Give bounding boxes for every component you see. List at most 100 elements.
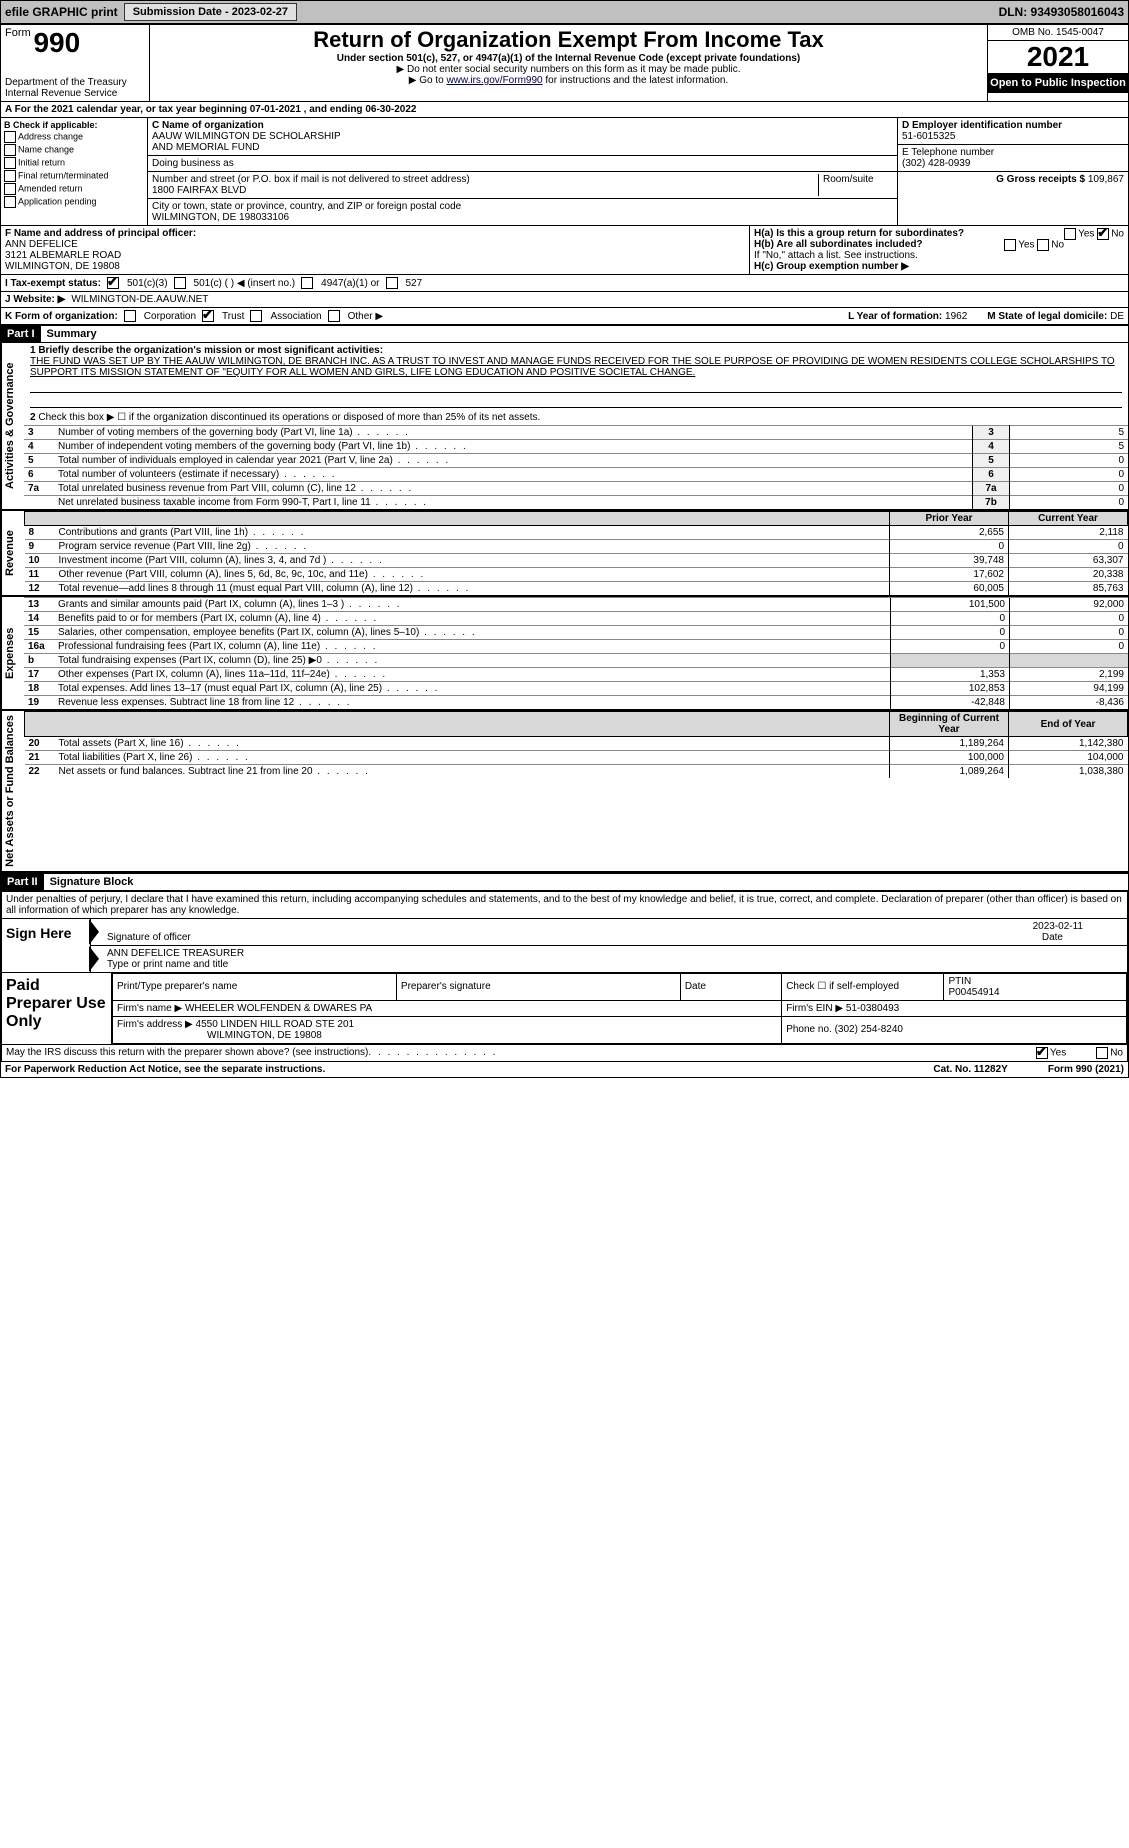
hc-label: H(c) Group exemption number ▶: [754, 261, 1124, 272]
goto-post: for instructions and the latest informat…: [545, 75, 728, 86]
hb-label: H(b) Are all subordinates included?: [754, 239, 923, 250]
perjury-declaration: Under penalties of perjury, I declare th…: [2, 892, 1127, 918]
header-center: Return of Organization Exempt From Incom…: [150, 25, 987, 101]
ein-value: 51-6015325: [902, 131, 955, 142]
pra-notice: For Paperwork Reduction Act Notice, see …: [5, 1064, 325, 1075]
top-bar: efile GRAPHIC print Submission Date - 20…: [0, 0, 1129, 24]
cb-amended[interactable]: [4, 183, 16, 195]
prep-sig-label: Preparer's signature: [396, 973, 680, 1000]
cb-501c3[interactable]: [107, 277, 119, 289]
cb-initial-return[interactable]: [4, 157, 16, 169]
irs-label: Internal Revenue Service: [5, 88, 145, 99]
firm-addr2: WILMINGTON, DE 19808: [117, 1030, 322, 1041]
phone-value: (302) 428-0939: [902, 158, 970, 169]
b-label: B Check if applicable:: [4, 120, 144, 130]
org-name-1: AAUW WILMINGTON DE SCHOLARSHIP: [152, 131, 341, 142]
officer-addr1: 3121 ALBEMARLE ROAD: [5, 250, 121, 261]
submission-date-button[interactable]: Submission Date - 2023-02-27: [124, 3, 297, 21]
cat-no: Cat. No. 11282Y: [933, 1064, 1007, 1075]
line-a-calendar: A For the 2021 calendar year, or tax yea…: [1, 102, 1128, 118]
cb-corp[interactable]: [124, 310, 136, 322]
d-label: D Employer identification number: [902, 120, 1062, 131]
sign-here-row: Sign Here 2023-02-11 Signature of office…: [2, 918, 1127, 972]
part1-bar: Part I Summary: [1, 325, 1128, 343]
table-ag: 3Number of voting members of the governi…: [24, 425, 1128, 509]
side-ag: Activities & Governance: [1, 343, 24, 509]
may-irs-yes[interactable]: [1036, 1047, 1048, 1059]
goto-pre: ▶ Go to: [409, 75, 447, 86]
row-j-website: J Website: ▶ WILMINGTON-DE.AAUW.NET: [1, 292, 1128, 308]
self-employed-label: Check ☐ if self-employed: [782, 973, 944, 1000]
firm-ein-label: Firm's EIN ▶: [786, 1003, 843, 1014]
table-row: 7aTotal unrelated business revenue from …: [24, 482, 1128, 496]
g-label: G Gross receipts $: [996, 174, 1085, 185]
m-value: DE: [1110, 311, 1124, 322]
addr-label: Number and street (or P.O. box if mail i…: [152, 174, 470, 185]
section-net-assets: Net Assets or Fund Balances Beginning of…: [1, 711, 1128, 873]
section-expenses: Expenses 13Grants and similar amounts pa…: [1, 597, 1128, 711]
paid-preparer-label: Paid Preparer Use Only: [2, 973, 112, 1044]
table-expenses: 13Grants and similar amounts paid (Part …: [24, 597, 1128, 709]
may-irs-text: May the IRS discuss this return with the…: [6, 1047, 368, 1058]
cb-assoc[interactable]: [250, 310, 262, 322]
table-row: 9Program service revenue (Part VIII, lin…: [25, 540, 1128, 554]
hdr-prior: Prior Year: [890, 512, 1009, 526]
may-irs-no[interactable]: [1096, 1047, 1108, 1059]
e-label: E Telephone number: [902, 147, 994, 158]
efile-label: efile GRAPHIC print: [5, 5, 118, 19]
irs-link[interactable]: www.irs.gov/Form990: [446, 75, 542, 86]
page-footer: For Paperwork Reduction Act Notice, see …: [1, 1062, 1128, 1077]
room-suite-label: Room/suite: [819, 174, 893, 196]
sig-of-officer-label: Signature of officer: [107, 932, 191, 943]
tax-year: 2021: [988, 41, 1128, 73]
signature-block: Under penalties of perjury, I declare th…: [1, 891, 1128, 1062]
cb-trust[interactable]: [202, 310, 214, 322]
form-footer: Form 990 (2021): [1048, 1064, 1124, 1075]
table-row: 10Investment income (Part VIII, column (…: [25, 554, 1128, 568]
may-irs-row: May the IRS discuss this return with the…: [2, 1044, 1127, 1061]
cb-app-pending[interactable]: [4, 196, 16, 208]
preparer-table: Print/Type preparer's name Preparer's si…: [112, 973, 1127, 1044]
ha-no[interactable]: [1097, 228, 1109, 240]
cb-501c[interactable]: [174, 277, 186, 289]
table-row: 13Grants and similar amounts paid (Part …: [24, 598, 1128, 612]
form-word: Form: [5, 27, 31, 39]
hdr-beginning: Beginning of Current Year: [890, 712, 1009, 737]
cb-final-return[interactable]: [4, 170, 16, 182]
ha-yes[interactable]: [1064, 228, 1076, 240]
table-row: 11Other revenue (Part VIII, column (A), …: [25, 568, 1128, 582]
table-row: 8Contributions and grants (Part VIII, li…: [25, 526, 1128, 540]
block-b: B Check if applicable: Address change Na…: [1, 118, 148, 225]
hb-yes[interactable]: [1004, 239, 1016, 251]
goto-line: ▶ Go to www.irs.gov/Form990 for instruct…: [154, 75, 983, 86]
form-header: Form 990 Department of the Treasury Inte…: [1, 25, 1128, 102]
dba-label: Doing business as: [152, 158, 234, 169]
i-label: I Tax-exempt status:: [5, 278, 101, 289]
table-row: bTotal fundraising expenses (Part IX, co…: [24, 654, 1128, 668]
prep-date-label: Date: [680, 973, 781, 1000]
table-row: 22Net assets or fund balances. Subtract …: [25, 765, 1128, 779]
blank-line: [30, 397, 1122, 408]
table-row: 16aProfessional fundraising fees (Part I…: [24, 640, 1128, 654]
cb-527[interactable]: [386, 277, 398, 289]
side-expenses: Expenses: [1, 597, 24, 709]
l-value: 1962: [945, 311, 967, 322]
firm-addr1: 4550 LINDEN HILL ROAD STE 201: [196, 1019, 355, 1030]
m-label: M State of legal domicile:: [987, 311, 1107, 322]
hb-no[interactable]: [1037, 239, 1049, 251]
l-label: L Year of formation:: [848, 311, 942, 322]
l2-text: Check this box ▶ ☐ if the organization d…: [38, 412, 540, 423]
part1-title: Summary: [41, 326, 103, 342]
table-net: Beginning of Current YearEnd of Year 20T…: [24, 711, 1128, 778]
firm-name-label: Firm's name ▶: [117, 1003, 182, 1014]
firm-name: WHEELER WOLFENDEN & DWARES PA: [185, 1003, 372, 1014]
arrow-icon: [89, 919, 99, 945]
part2-tag: Part II: [1, 874, 44, 890]
street-address: 1800 FAIRFAX BLVD: [152, 185, 246, 196]
cb-address-change[interactable]: [4, 131, 16, 143]
cb-4947[interactable]: [301, 277, 313, 289]
officer-name-title: ANN DEFELICE TREASURER: [107, 948, 244, 959]
cb-other[interactable]: [328, 310, 340, 322]
cb-name-change[interactable]: [4, 144, 16, 156]
l1-label: 1 Briefly describe the organization's mi…: [30, 345, 383, 356]
